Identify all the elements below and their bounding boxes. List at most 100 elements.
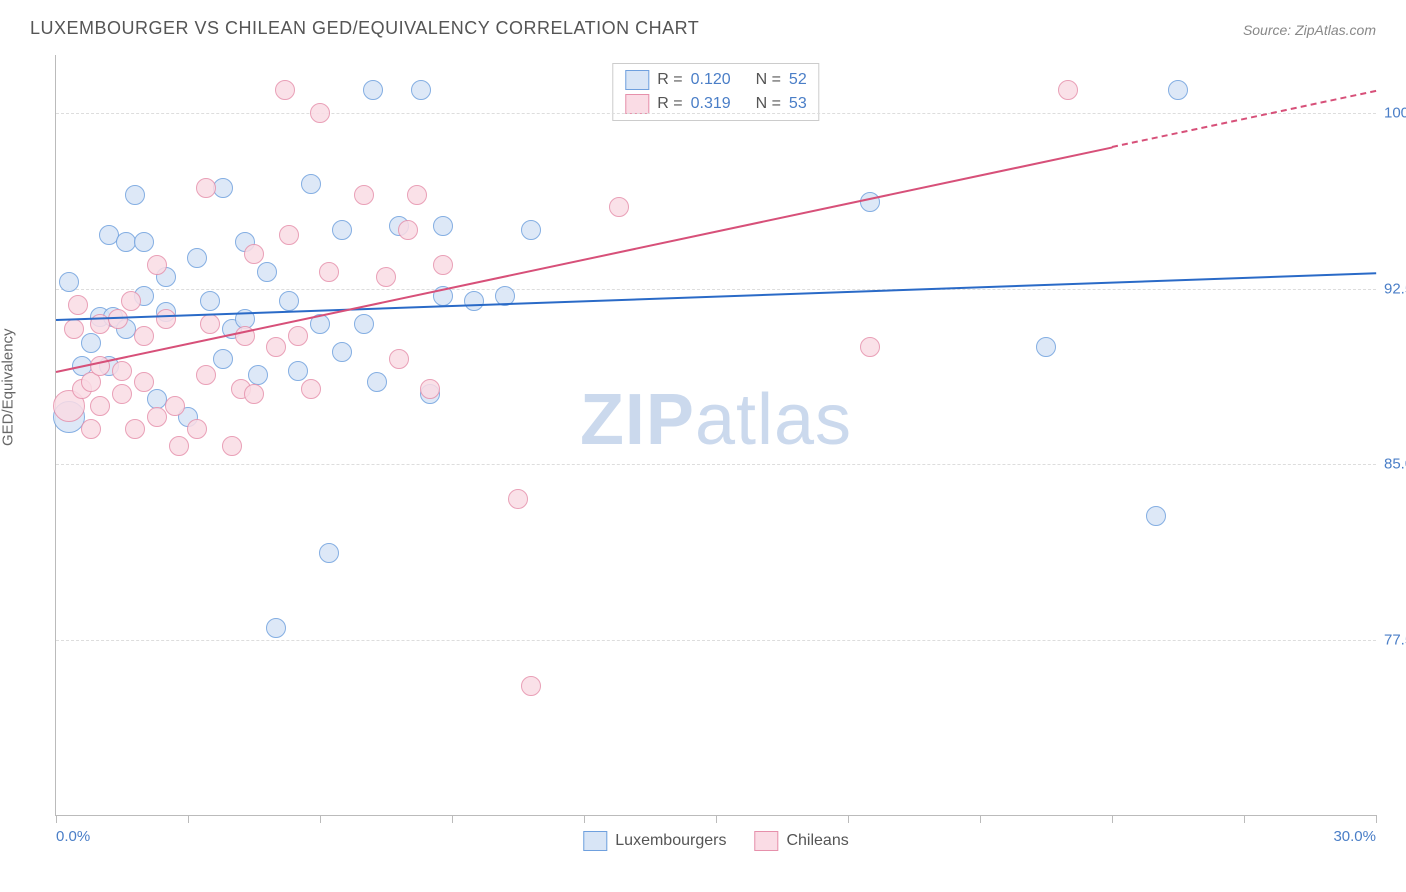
scatter-point: [464, 291, 484, 311]
swatch-luxembourgers: [625, 70, 649, 90]
scatter-point: [1168, 80, 1188, 100]
series-legend: Luxembourgers Chileans: [583, 831, 848, 851]
scatter-point: [411, 80, 431, 100]
x-tick: [56, 815, 57, 823]
scatter-point: [64, 319, 84, 339]
scatter-point: [508, 489, 528, 509]
swatch-chileans: [754, 831, 778, 851]
scatter-point: [310, 103, 330, 123]
r-value-luxembourgers: 0.120: [691, 71, 731, 89]
scatter-point: [257, 262, 277, 282]
r-label: R =: [657, 71, 682, 89]
n-value-chileans: 53: [789, 95, 807, 113]
scatter-point: [196, 178, 216, 198]
scatter-point: [354, 185, 374, 205]
scatter-point: [244, 244, 264, 264]
scatter-point: [59, 272, 79, 292]
scatter-point: [1058, 80, 1078, 100]
scatter-point: [389, 349, 409, 369]
scatter-point: [288, 361, 308, 381]
y-axis-label: GED/Equivalency: [0, 328, 17, 446]
scatter-point: [112, 361, 132, 381]
y-tick-label: 85.0%: [1368, 456, 1406, 473]
scatter-point: [147, 407, 167, 427]
n-value-luxembourgers: 52: [789, 71, 807, 89]
scatter-point: [169, 436, 189, 456]
stats-row-chileans: R = 0.319 N = 53: [625, 92, 806, 116]
scatter-point: [187, 248, 207, 268]
scatter-point: [1146, 506, 1166, 526]
x-tick: [716, 815, 717, 823]
watermark: ZIPatlas: [580, 379, 852, 461]
scatter-point: [213, 349, 233, 369]
scatter-point: [275, 80, 295, 100]
swatch-chileans: [625, 94, 649, 114]
scatter-point: [1036, 337, 1056, 357]
scatter-point: [319, 262, 339, 282]
scatter-point: [248, 365, 268, 385]
scatter-point: [332, 220, 352, 240]
n-label: N =: [756, 95, 781, 113]
scatter-point: [147, 255, 167, 275]
scatter-point: [222, 436, 242, 456]
scatter-point: [433, 216, 453, 236]
trend-line: [56, 272, 1376, 321]
scatter-point: [332, 342, 352, 362]
scatter-point: [244, 384, 264, 404]
x-tick: [320, 815, 321, 823]
x-tick: [584, 815, 585, 823]
x-tick: [848, 815, 849, 823]
scatter-point: [376, 267, 396, 287]
y-tick-label: 77.5%: [1368, 631, 1406, 648]
scatter-point: [165, 396, 185, 416]
scatter-point: [407, 185, 427, 205]
scatter-point: [860, 337, 880, 357]
scatter-point: [187, 419, 207, 439]
scatter-point: [367, 372, 387, 392]
scatter-point: [125, 419, 145, 439]
scatter-point: [279, 291, 299, 311]
scatter-point: [279, 225, 299, 245]
stats-row-luxembourgers: R = 0.120 N = 52: [625, 68, 806, 92]
source-attribution: Source: ZipAtlas.com: [1243, 22, 1376, 38]
scatter-point: [81, 419, 101, 439]
scatter-point: [90, 396, 110, 416]
gridline: [56, 289, 1376, 290]
scatter-point: [433, 255, 453, 275]
x-tick-label-min: 0.0%: [56, 828, 90, 845]
legend-item-chileans: Chileans: [754, 831, 848, 851]
scatter-point: [134, 232, 154, 252]
y-tick-label: 92.5%: [1368, 280, 1406, 297]
r-label: R =: [657, 95, 682, 113]
trend-line: [56, 146, 1112, 372]
x-tick-label-max: 30.0%: [1333, 828, 1376, 845]
scatter-point: [213, 178, 233, 198]
scatter-plot-area: ZIPatlas R = 0.120 N = 52 R = 0.319 N = …: [55, 55, 1376, 816]
scatter-point: [398, 220, 418, 240]
scatter-point: [319, 543, 339, 563]
chart-title: LUXEMBOURGER VS CHILEAN GED/EQUIVALENCY …: [30, 18, 699, 39]
scatter-point: [196, 365, 216, 385]
scatter-point: [420, 379, 440, 399]
x-tick: [188, 815, 189, 823]
swatch-luxembourgers: [583, 831, 607, 851]
scatter-point: [288, 326, 308, 346]
x-tick: [980, 815, 981, 823]
scatter-point: [134, 372, 154, 392]
scatter-point: [521, 220, 541, 240]
watermark-light: atlas: [695, 380, 852, 460]
scatter-point: [112, 384, 132, 404]
legend-label: Luxembourgers: [615, 832, 726, 850]
x-tick: [452, 815, 453, 823]
scatter-point: [121, 291, 141, 311]
stats-legend: R = 0.120 N = 52 R = 0.319 N = 53: [612, 63, 819, 121]
scatter-point: [266, 337, 286, 357]
gridline: [56, 464, 1376, 465]
scatter-point: [301, 174, 321, 194]
scatter-point: [125, 185, 145, 205]
scatter-point: [108, 309, 128, 329]
n-label: N =: [756, 71, 781, 89]
scatter-point: [354, 314, 374, 334]
x-tick: [1244, 815, 1245, 823]
scatter-point: [609, 197, 629, 217]
